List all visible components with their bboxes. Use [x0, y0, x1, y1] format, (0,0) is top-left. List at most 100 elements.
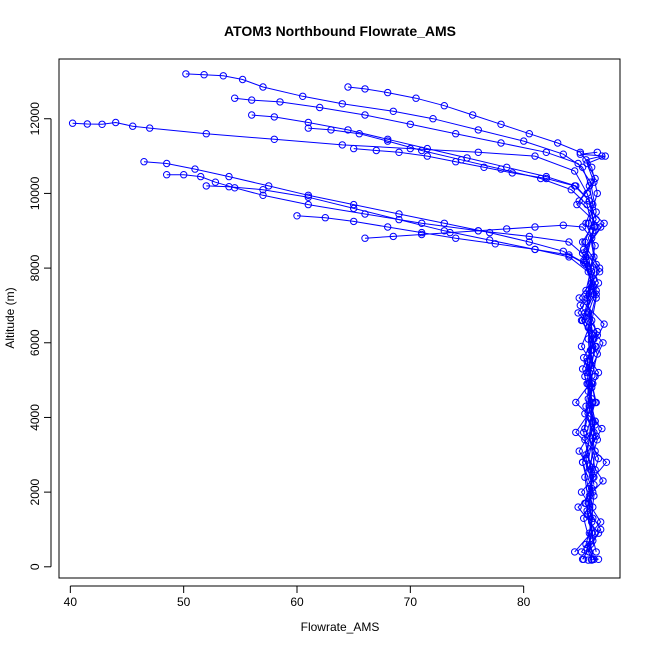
data-point	[304, 191, 312, 200]
data-point	[163, 171, 171, 179]
data-point	[593, 331, 601, 339]
data-point	[575, 447, 583, 455]
data-point	[582, 402, 590, 410]
data-point	[338, 141, 346, 149]
data-point	[452, 130, 460, 138]
data-point	[395, 148, 403, 157]
data-point	[350, 204, 358, 213]
data-point	[578, 555, 587, 563]
data-point	[559, 247, 567, 256]
data-point	[395, 210, 403, 218]
data-point	[525, 238, 533, 246]
data-point	[590, 481, 598, 489]
y-tick-label: 2000	[28, 478, 42, 505]
data-point	[474, 126, 482, 134]
data-point	[602, 458, 611, 466]
data-point	[350, 217, 358, 226]
data-point	[83, 120, 92, 128]
data-point	[231, 94, 239, 102]
data-point	[591, 372, 599, 381]
data-point	[559, 150, 567, 158]
data-point	[585, 197, 594, 205]
series-line-0-8	[353, 148, 597, 485]
data-point	[440, 102, 448, 110]
data-point	[525, 130, 533, 138]
data-point	[197, 172, 205, 181]
data-point	[361, 85, 369, 93]
data-point	[429, 115, 437, 123]
x-tick-label: 80	[517, 595, 531, 609]
data-point	[446, 228, 454, 237]
data-point	[389, 107, 397, 116]
data-point	[361, 111, 369, 119]
series-line-0-5	[251, 114, 598, 523]
plot-frame	[58, 58, 621, 579]
data-point	[578, 365, 587, 373]
data-point	[508, 169, 516, 177]
data-point	[304, 200, 312, 209]
data-point	[575, 197, 583, 205]
series-line-0-4	[206, 185, 600, 560]
series-line-0-3	[234, 97, 598, 560]
y-tick-label: 0	[28, 563, 42, 570]
data-point	[452, 158, 460, 166]
data-point	[452, 234, 460, 242]
data-point	[304, 193, 312, 201]
data-point	[248, 96, 256, 104]
data-point	[418, 146, 426, 155]
data-point	[584, 556, 592, 564]
data-point	[576, 148, 584, 157]
data-point	[202, 182, 211, 190]
data-point	[344, 126, 352, 134]
data-point	[571, 167, 579, 175]
data-point	[412, 94, 420, 102]
data-point	[582, 451, 590, 459]
data-point	[591, 174, 599, 183]
data-point	[581, 372, 589, 381]
data-point	[592, 294, 600, 302]
data-point	[594, 454, 603, 463]
data-point	[542, 148, 550, 157]
data-point	[520, 137, 528, 145]
data-point	[140, 158, 148, 166]
x-axis: 40 50 60 70 80	[64, 585, 531, 609]
data-point	[582, 256, 590, 265]
data-point	[418, 228, 426, 237]
data-point	[225, 172, 233, 181]
y-axis: 0 2000 4000 6000 8000 10000 12000	[28, 102, 52, 570]
data-point	[304, 124, 312, 132]
data-point	[584, 219, 592, 228]
series-line-0-9	[364, 224, 597, 470]
data-point	[594, 279, 603, 287]
data-point	[265, 182, 273, 190]
series-line-0-11	[143, 161, 596, 560]
data-point	[361, 234, 369, 242]
data-point	[601, 152, 609, 160]
data-point	[590, 253, 598, 261]
data-point	[590, 555, 598, 563]
chart-title: ATOM3 Northbound Flowrate_AMS	[224, 23, 456, 39]
data-point	[480, 163, 488, 172]
series-line-0-7	[296, 215, 596, 552]
x-tick-label: 40	[64, 595, 78, 609]
data-point	[581, 238, 589, 246]
data-point	[592, 208, 600, 216]
data-point	[270, 113, 278, 121]
x-axis-label: Flowrate_AMS	[301, 620, 380, 634]
series-line-0-0	[185, 73, 598, 560]
data-point	[580, 245, 588, 254]
data-point	[575, 294, 583, 302]
data-point	[599, 477, 607, 485]
data-point	[191, 165, 199, 173]
data-point	[200, 71, 208, 79]
data-point	[182, 70, 190, 78]
data-point	[423, 152, 431, 160]
data-point	[572, 398, 580, 407]
data-point	[163, 159, 171, 168]
data-point	[571, 548, 579, 556]
data-point	[589, 514, 597, 522]
data-point	[597, 525, 605, 534]
data-point	[395, 215, 403, 224]
data-point	[565, 251, 573, 259]
data-point	[542, 174, 550, 183]
